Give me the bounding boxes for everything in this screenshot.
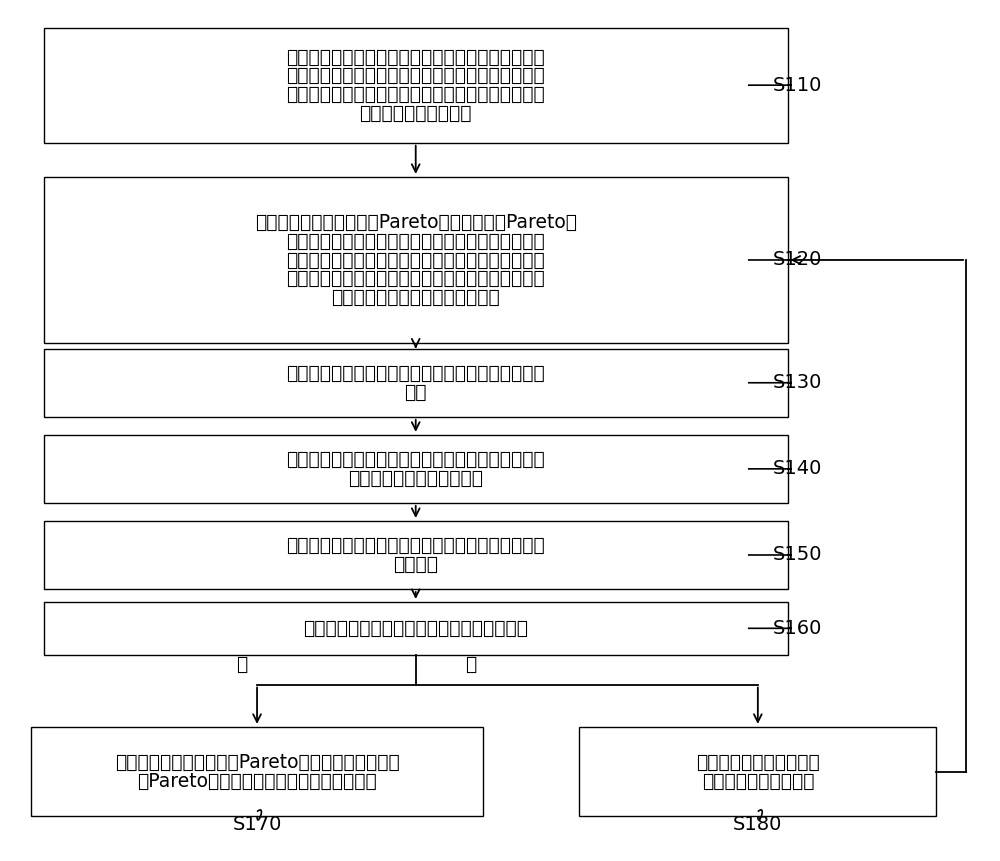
Text: 将所述第二目标函数值作: 将所述第二目标函数值作 (696, 753, 820, 771)
Bar (44, 177, 788, 343)
Text: 配的目标函数值为输出: 配的目标函数值为输出 (359, 104, 472, 123)
Text: 位置: 位置 (404, 382, 427, 401)
Text: 根据所述外部存档最优解集获得粒子群经历过的最优: 根据所述外部存档最优解集获得粒子群经历过的最优 (286, 364, 545, 383)
Text: 非劣最优解，将粒子本身经历过的最优位置和非劣最: 非劣最优解，将粒子本身经历过的最优位置和非劣最 (286, 269, 545, 288)
Bar (44, 435, 788, 503)
Text: 根据第二目标函数值确定Pareto前沿解集，根据确定: 根据第二目标函数值确定Pareto前沿解集，根据确定 (115, 753, 399, 771)
Bar (579, 727, 936, 816)
Text: 根据更新后的粒子群和所述负荷分配模型获得第二目: 根据更新后的粒子群和所述负荷分配模型获得第二目 (286, 536, 545, 555)
Text: 荷分配模型以粒子群为输入，以燃煤机组负荷最优分: 荷分配模型以粒子群为输入，以燃煤机组负荷最优分 (286, 85, 545, 104)
Text: 根据第一目标函数值获得Pareto前沿解集，将Pareto前: 根据第一目标函数值获得Pareto前沿解集，将Pareto前 (255, 213, 577, 232)
Bar (44, 349, 788, 417)
Bar (31, 727, 483, 816)
Text: 比较第二目标函数值与第一目标函数是否一致: 比较第二目标函数值与第一目标函数是否一致 (303, 619, 528, 638)
Text: 解，获得每一个区域的粒子本身经历过的最优位置和: 解，获得每一个区域的粒子本身经历过的最优位置和 (286, 251, 545, 269)
Bar (44, 602, 788, 654)
Text: 根据初始化后的粒子群以及依据燃煤机组实际运行参: 根据初始化后的粒子群以及依据燃煤机组实际运行参 (286, 47, 545, 66)
Text: 标函数值: 标函数值 (393, 554, 438, 574)
Text: 数构建的负荷分配模型获得第一目标函数值，所述负: 数构建的负荷分配模型获得第一目标函数值，所述负 (286, 66, 545, 85)
Text: S180: S180 (733, 815, 783, 834)
Text: 是: 是 (236, 655, 247, 674)
Text: S110: S110 (773, 76, 822, 95)
Text: 的Pareto前沿解集对燃煤机组负荷进行分配: 的Pareto前沿解集对燃煤机组负荷进行分配 (137, 771, 377, 790)
Text: 为新的第一目标函数值: 为新的第一目标函数值 (702, 771, 814, 790)
Text: S140: S140 (773, 460, 822, 479)
Bar (44, 28, 788, 143)
Text: 否: 否 (465, 655, 477, 674)
Text: S160: S160 (773, 619, 822, 638)
Text: 根据粒子本身经历过的最优位置和粒子群经历过的最: 根据粒子本身经历过的最优位置和粒子群经历过的最 (286, 450, 545, 469)
Text: 优解作为初始的外部存档最优解集: 优解作为初始的外部存档最优解集 (331, 288, 500, 307)
Text: S120: S120 (773, 251, 822, 269)
Text: 沿解集分为若干个区域，每个区域对应一个区域最优: 沿解集分为若干个区域，每个区域对应一个区域最优 (286, 232, 545, 251)
Text: S150: S150 (773, 546, 822, 565)
Text: S170: S170 (232, 815, 282, 834)
Text: S130: S130 (773, 374, 822, 393)
Text: 优位置对粒子群的位置更新: 优位置对粒子群的位置更新 (348, 468, 483, 487)
Bar (44, 521, 788, 589)
